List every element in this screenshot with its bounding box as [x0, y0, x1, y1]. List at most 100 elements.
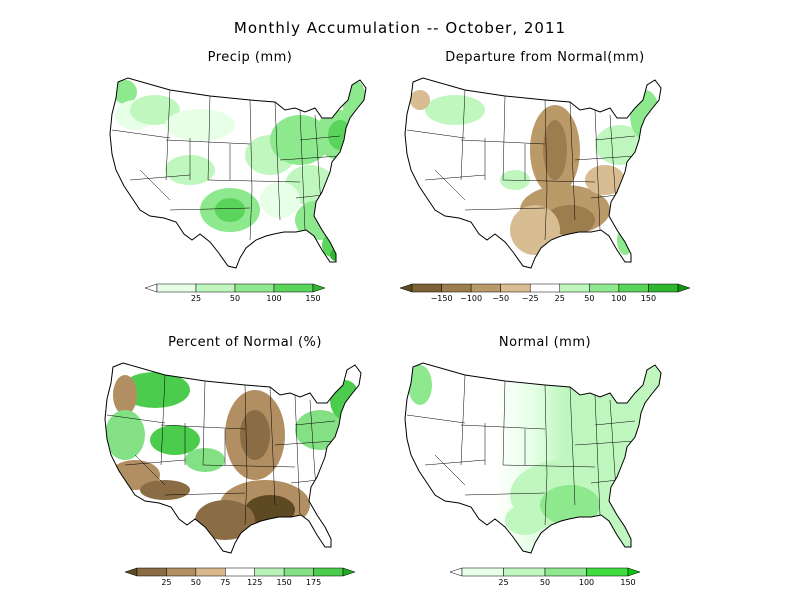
- panel-normal: Normal (mm): [395, 335, 695, 575]
- colorbar-end-right: [677, 283, 690, 293]
- state-border: [139, 169, 171, 201]
- colorbar-tick-label: 25: [191, 294, 201, 303]
- colorbar-tick-label: −150: [431, 294, 453, 303]
- colorbar-swatch: [254, 567, 285, 577]
- panel-title-precip: Precip (mm): [207, 50, 293, 65]
- state-border: [460, 139, 546, 145]
- colorbar-tick-label: −25: [522, 294, 539, 303]
- colorbar-swatch: [313, 567, 344, 577]
- colorbar-swatch: [500, 283, 531, 293]
- state-border: [434, 454, 466, 486]
- colorbar-swatch: [195, 283, 236, 293]
- state-border: [594, 420, 636, 426]
- colorbar-tick-label: 175: [306, 578, 321, 587]
- state-border: [274, 101, 281, 221]
- colorbar-tick-label: 150: [620, 578, 635, 587]
- state-border: [164, 492, 246, 496]
- state-border: [106, 414, 166, 424]
- colorbar-tick-label: 25: [498, 578, 508, 587]
- colorbar-swatch: [503, 567, 546, 577]
- colorbar-tick-label: 50: [584, 294, 594, 303]
- colorbar-end-right: [342, 567, 355, 577]
- colorbar-end-left: [125, 567, 138, 577]
- state-border: [594, 109, 601, 231]
- colorbar-tick-label: 50: [540, 578, 550, 587]
- colorbar-percent: 25 50 75 125 150 175: [125, 567, 355, 587]
- panel-departure: Departure from Normal(mm): [395, 50, 695, 290]
- map-departure: [395, 70, 695, 280]
- state-border: [124, 459, 186, 466]
- colorbar-tick-label: −100: [460, 294, 482, 303]
- panel-percent: Percent of Normal (%): [95, 335, 395, 575]
- state-border: [544, 99, 548, 191]
- state-border: [594, 394, 601, 516]
- state-border: [294, 420, 336, 426]
- state-border: [165, 89, 171, 181]
- colorbar-swatch: [441, 283, 472, 293]
- colorbar-tick-label: 100: [266, 294, 281, 303]
- state-border: [111, 129, 171, 139]
- colorbar-swatch: [470, 283, 501, 293]
- colorbar-normal: 2550100150200: [450, 567, 640, 587]
- state-border: [574, 155, 636, 161]
- colorbar-tick-label: 50: [230, 294, 240, 303]
- colorbar-tick-label: 125: [247, 578, 262, 587]
- colorbar-tick-label: 150: [277, 578, 292, 587]
- colorbar-tick-label: 25: [161, 578, 171, 587]
- state-border: [569, 101, 576, 221]
- state-border: [502, 380, 506, 466]
- state-border: [434, 169, 466, 201]
- colorbar-end-left: [145, 283, 158, 293]
- panel-precip: Precip (mm): [100, 50, 400, 290]
- colorbar-swatch: [273, 283, 314, 293]
- state-border: [244, 384, 248, 476]
- state-border: [207, 179, 301, 183]
- state-border: [129, 174, 191, 181]
- state-border: [299, 135, 341, 141]
- colorbar-swatch: [225, 567, 255, 577]
- state-border: [294, 394, 301, 516]
- colorbar-swatch: [156, 283, 197, 293]
- colorbar-tick-label: 75: [220, 578, 230, 587]
- state-border: [269, 386, 276, 506]
- colorbar-tick-label: −50: [492, 294, 509, 303]
- colorbar-swatch: [166, 567, 197, 577]
- colorbar-swatch: [586, 567, 629, 577]
- map-percent: [95, 355, 395, 565]
- state-border: [544, 189, 548, 241]
- state-border: [279, 155, 341, 161]
- colorbar-swatch: [589, 283, 620, 293]
- colorbar-end-right: [312, 283, 325, 293]
- colorbar-swatch: [195, 567, 226, 577]
- colorbar-swatch: [618, 283, 649, 293]
- state-border: [299, 109, 306, 231]
- state-border: [244, 474, 248, 526]
- state-border: [406, 129, 466, 139]
- state-border: [165, 139, 251, 145]
- state-border: [594, 135, 636, 141]
- colorbar-end-right: [627, 567, 640, 577]
- figure-title: Monthly Accumulation -- October, 2011: [233, 19, 567, 37]
- colorbar-departure: −150 −100 −50 −25 25 50 100 150: [400, 283, 690, 303]
- panel-title-normal: Normal (mm): [498, 335, 592, 350]
- state-border: [160, 424, 246, 430]
- state-border: [169, 207, 251, 211]
- colorbar-swatch: [234, 283, 275, 293]
- state-border: [460, 424, 546, 430]
- colorbar-swatch: [136, 567, 167, 577]
- colorbar-swatch: [529, 283, 561, 293]
- state-border: [502, 179, 596, 183]
- state-border: [574, 440, 636, 446]
- state-border: [424, 459, 486, 466]
- state-border: [464, 492, 546, 496]
- state-border: [502, 95, 506, 181]
- state-border: [202, 380, 206, 466]
- state-border: [544, 384, 548, 476]
- colorbar-tick-label: 25: [555, 294, 565, 303]
- state-border: [207, 95, 211, 181]
- state-border: [160, 374, 166, 466]
- colorbar-tick-label: 100: [579, 578, 594, 587]
- colorbar-precip: 2550100150200: [145, 283, 325, 303]
- colorbar-swatch: [648, 283, 679, 293]
- state-border: [544, 474, 548, 526]
